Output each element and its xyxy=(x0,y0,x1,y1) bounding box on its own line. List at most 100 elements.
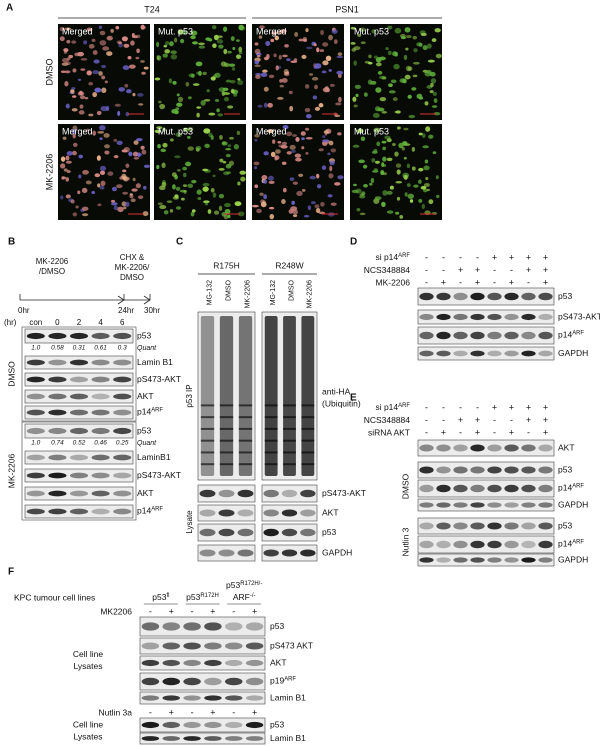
cell xyxy=(295,137,300,142)
cell xyxy=(196,106,202,109)
cell xyxy=(173,37,178,43)
band xyxy=(263,489,279,498)
ladder-band xyxy=(238,439,253,442)
label: DMSO xyxy=(120,273,144,282)
cell xyxy=(361,191,366,196)
cell xyxy=(298,38,304,42)
band xyxy=(183,736,201,741)
label: p53R172H xyxy=(186,592,219,602)
cell xyxy=(123,43,130,48)
band xyxy=(26,376,45,383)
cell xyxy=(360,136,366,142)
cell xyxy=(141,149,147,155)
cell xyxy=(110,28,114,33)
cell xyxy=(71,150,77,156)
cell xyxy=(425,126,431,132)
label: - xyxy=(425,427,428,437)
label: T24 xyxy=(144,4,160,14)
cell xyxy=(219,158,224,163)
label: Quant xyxy=(137,345,157,352)
band xyxy=(26,332,45,340)
cell xyxy=(305,28,309,33)
cell xyxy=(294,31,299,37)
smear xyxy=(283,316,296,476)
cell xyxy=(202,168,209,172)
cell xyxy=(187,146,194,151)
band xyxy=(91,376,110,383)
label: Nutlin 3a xyxy=(98,707,132,717)
cell xyxy=(59,36,65,42)
label-superscript: ARF xyxy=(572,330,584,336)
band xyxy=(538,466,553,474)
cell xyxy=(386,210,394,214)
cell xyxy=(124,83,129,88)
band xyxy=(237,549,254,557)
cell xyxy=(230,88,235,94)
cell xyxy=(427,59,435,63)
label: - xyxy=(459,252,462,262)
label: 0.25 xyxy=(116,440,129,447)
label: pS473-AKT xyxy=(137,374,181,384)
cell xyxy=(222,26,228,32)
label: MK-2206 xyxy=(376,277,411,287)
label: si p14ARF xyxy=(375,402,410,412)
label: - xyxy=(442,265,445,275)
cell xyxy=(59,26,65,32)
cell xyxy=(381,201,386,207)
band xyxy=(204,622,222,631)
band xyxy=(204,695,222,701)
cell xyxy=(124,201,130,207)
cell xyxy=(263,194,268,200)
label: p14ARF xyxy=(558,330,584,340)
band xyxy=(538,502,553,508)
band xyxy=(538,444,553,452)
cell xyxy=(99,40,107,46)
cell xyxy=(238,46,243,53)
label: - xyxy=(232,606,235,616)
cell xyxy=(254,166,258,170)
cell xyxy=(228,63,236,67)
cell xyxy=(352,183,357,187)
label: GAPDH xyxy=(558,348,588,358)
cell xyxy=(97,203,102,207)
cell xyxy=(160,148,167,153)
cell xyxy=(301,146,305,150)
smear xyxy=(264,316,278,476)
cell xyxy=(219,135,223,140)
cell xyxy=(113,154,119,159)
band xyxy=(453,331,468,340)
band xyxy=(113,427,132,435)
cell xyxy=(63,168,68,172)
cell xyxy=(207,209,212,214)
label-base: p14 xyxy=(137,506,151,516)
cell xyxy=(435,175,439,180)
label-superscript: ARF xyxy=(572,539,584,545)
band xyxy=(225,622,243,631)
cell xyxy=(175,132,183,138)
label: Lysate xyxy=(185,510,194,534)
cell xyxy=(304,107,311,113)
band xyxy=(419,502,434,508)
cell xyxy=(131,33,135,38)
cell xyxy=(171,172,177,177)
band xyxy=(436,484,451,493)
label: DMSO xyxy=(6,361,16,387)
cell xyxy=(274,35,279,41)
cell xyxy=(386,157,393,162)
cell xyxy=(269,213,275,220)
band xyxy=(521,540,536,549)
cell xyxy=(357,128,364,134)
band xyxy=(48,454,67,461)
cell xyxy=(263,102,268,108)
cell xyxy=(412,35,417,40)
cell xyxy=(236,130,241,136)
cell xyxy=(421,133,426,139)
cell xyxy=(203,128,211,134)
smear xyxy=(200,316,215,476)
blot xyxy=(139,637,266,655)
cell xyxy=(434,28,441,33)
label: - xyxy=(510,415,513,425)
cell xyxy=(190,30,198,36)
cell xyxy=(154,77,161,81)
cell xyxy=(356,208,361,212)
